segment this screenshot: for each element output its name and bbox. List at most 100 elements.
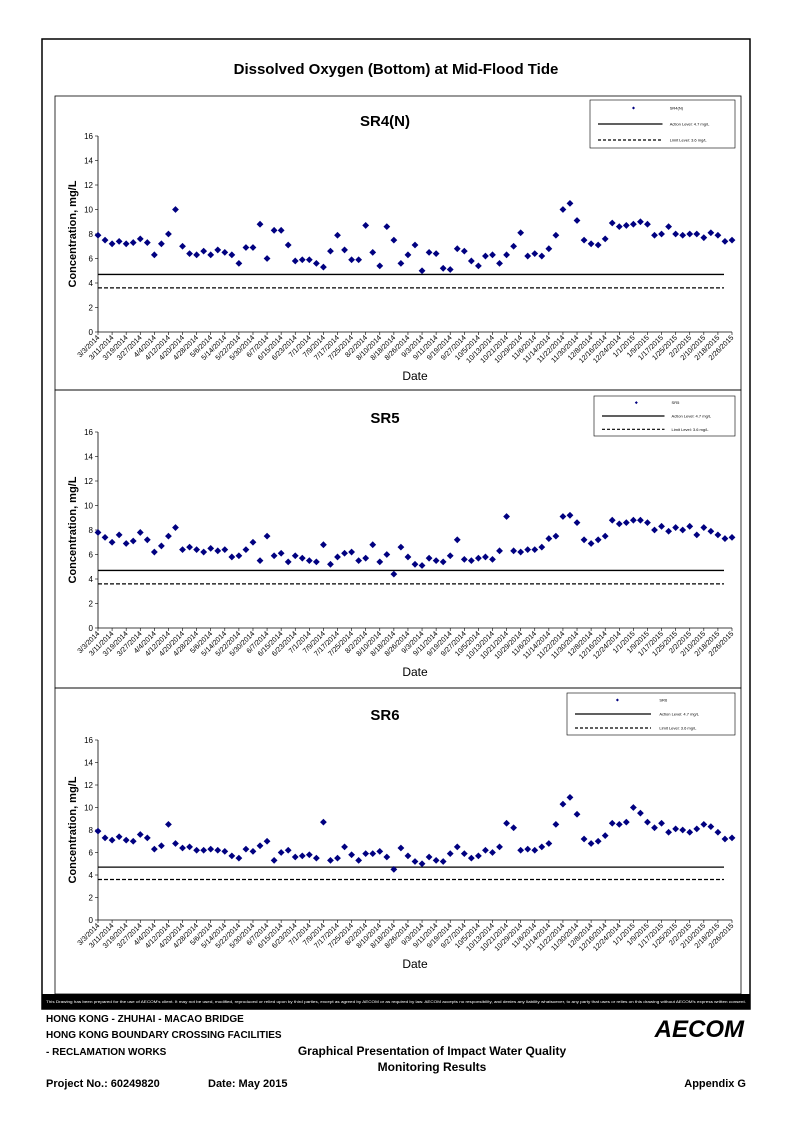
data-point: [693, 230, 701, 238]
data-point: [376, 558, 384, 566]
data-point: [453, 536, 461, 544]
data-point: [707, 823, 715, 831]
data-point: [686, 522, 694, 530]
data-point: [707, 229, 715, 237]
data-point: [721, 237, 729, 245]
legend-label: Limit Level: 3.6 mg/L: [670, 138, 708, 143]
data-point: [467, 854, 475, 862]
data-point: [510, 547, 518, 555]
data-point: [559, 513, 567, 520]
data-point: [432, 557, 440, 565]
data-point: [425, 554, 433, 562]
chart-frame: [54, 687, 742, 995]
y-tick-label: 14: [84, 157, 93, 166]
data-point: [172, 840, 179, 847]
data-point: [707, 527, 715, 535]
y-tick-label: 8: [89, 826, 94, 835]
y-tick-label: 4: [89, 279, 94, 288]
data-point: [622, 818, 630, 826]
data-point: [425, 853, 433, 861]
data-point: [242, 546, 250, 553]
data-point: [475, 852, 482, 860]
data-point: [383, 551, 391, 558]
data-point: [552, 820, 560, 828]
data-point: [115, 531, 123, 539]
data-point: [629, 516, 637, 524]
data-point: [327, 560, 334, 568]
data-point: [615, 223, 623, 231]
data-point: [608, 219, 616, 227]
data-point: [348, 548, 355, 556]
data-point: [291, 257, 299, 265]
data-point: [270, 226, 278, 234]
data-point: [637, 809, 644, 817]
data-point: [207, 544, 215, 552]
data-point: [644, 220, 651, 228]
data-point: [172, 524, 179, 531]
data-point: [165, 230, 172, 238]
data-point: [129, 537, 137, 545]
data-point: [538, 843, 546, 851]
data-point: [545, 245, 553, 253]
data-point: [637, 516, 644, 524]
data-point: [524, 546, 532, 553]
data-point: [411, 241, 419, 249]
data-point: [291, 552, 299, 560]
data-point: [651, 526, 658, 534]
appendix: Appendix G: [684, 1078, 746, 1090]
data-point: [594, 536, 602, 544]
data-point: [517, 846, 525, 854]
data-point: [651, 824, 658, 832]
data-point: [644, 818, 651, 826]
logo: AECOM: [654, 1016, 745, 1043]
data-point: [629, 804, 637, 811]
y-tick-label: 12: [84, 781, 93, 790]
data-point: [665, 223, 672, 231]
data-point: [587, 540, 595, 547]
data-point: [566, 199, 574, 207]
data-point: [467, 557, 475, 565]
data-point: [369, 850, 377, 858]
data-point: [580, 536, 588, 544]
data-point: [277, 549, 285, 557]
data-point: [439, 858, 447, 865]
data-point: [559, 800, 567, 808]
data-point: [439, 264, 447, 272]
chart: 02468101214163/3/20143/11/20143/19/20143…: [54, 95, 742, 391]
data-point: [517, 548, 525, 556]
y-tick-label: 2: [89, 894, 94, 903]
data-point: [165, 532, 172, 540]
y-tick-label: 4: [89, 871, 94, 880]
data-point: [158, 542, 165, 550]
data-point: [305, 557, 313, 565]
data-point: [439, 558, 447, 566]
data-point: [284, 558, 292, 566]
data-point: [305, 256, 313, 264]
data-point: [622, 519, 630, 527]
data-point: [221, 546, 229, 553]
data-point: [397, 260, 405, 267]
y-axis-label: Concentration, mg/L: [67, 476, 79, 583]
data-point: [122, 540, 130, 547]
data-point: [320, 541, 327, 549]
data-point: [256, 842, 264, 850]
data-point: [658, 230, 665, 238]
data-point: [143, 834, 151, 842]
data-point: [566, 511, 574, 519]
data-point: [312, 260, 320, 267]
y-tick-label: 16: [84, 428, 93, 437]
disclaimer: This Drawing has been prepared for the u…: [46, 1000, 746, 1004]
data-point: [700, 820, 708, 828]
data-point: [629, 220, 637, 228]
data-point: [186, 543, 193, 551]
data-point: [136, 831, 144, 838]
data-point: [665, 828, 672, 836]
data-point: [545, 840, 553, 847]
data-point: [728, 834, 736, 842]
data-point: [693, 825, 701, 833]
data-point: [298, 554, 306, 562]
data-point: [460, 556, 468, 563]
data-point: [404, 852, 412, 860]
data-point: [369, 248, 377, 256]
